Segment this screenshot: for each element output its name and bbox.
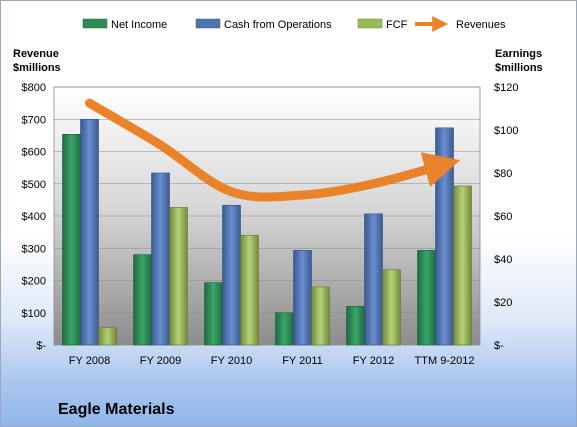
revenues-line-group xyxy=(85,98,461,202)
right-axis-tick-label: $20 xyxy=(494,297,512,309)
net-income-bar xyxy=(204,282,223,346)
right-axis-tick-label: $40 xyxy=(494,254,512,266)
net-income-bar xyxy=(133,254,152,346)
x-axis-tick-label: FY 2011 xyxy=(282,355,323,367)
cash-from-operations-bar xyxy=(80,118,99,346)
net-income-bar xyxy=(62,134,81,346)
x-axis-tick-label: FY 2012 xyxy=(353,355,394,367)
net-income-bar xyxy=(417,250,436,346)
left-axis-ticks: $- $100 $200 $300 $400 $500 $600 $700 $800 xyxy=(22,82,47,352)
net-income-bar xyxy=(275,312,294,346)
left-axis-tick-label: $600 xyxy=(22,147,46,159)
legend-label-net-income: Net Income xyxy=(111,19,167,31)
legend-swatch-net-income xyxy=(82,18,108,29)
left-axis-tick-label: $- xyxy=(36,340,46,352)
fcf-bar xyxy=(169,207,188,346)
left-axis-title-line2: $millions xyxy=(13,62,61,74)
right-axis-tick-label: $- xyxy=(494,340,504,352)
legend-swatch-fcf xyxy=(357,18,383,29)
x-axis-tick-label: FY 2009 xyxy=(140,355,181,367)
fcf-bar xyxy=(98,327,117,346)
company-name: Eagle Materials xyxy=(58,401,175,418)
left-axis-tick-label: $400 xyxy=(22,211,46,223)
right-axis-tick-label: $100 xyxy=(494,125,518,137)
gridlines xyxy=(54,86,480,314)
right-axis-tick-label: $120 xyxy=(494,82,518,94)
fcf-bar xyxy=(240,235,259,346)
right-axis-title-line1: Earnings xyxy=(495,48,542,60)
left-axis-tick-label: $100 xyxy=(22,308,46,320)
legend-label-fcf: FCF xyxy=(386,19,408,31)
left-axis-tick-label: $800 xyxy=(22,82,46,94)
cash-from-operations-bar xyxy=(222,204,241,346)
net-income-bar xyxy=(346,305,365,346)
fcf-bar xyxy=(453,185,472,346)
left-axis-title-line1: Revenue xyxy=(13,48,59,60)
legend-swatch-cash-from-operations xyxy=(195,18,221,29)
right-axis-tick-label: $60 xyxy=(494,211,512,223)
cash-from-operations-bar xyxy=(364,213,383,346)
left-axis-tick-label: $300 xyxy=(22,243,46,255)
x-axis-tick-label: TTM 9-2012 xyxy=(415,355,475,367)
right-axis-title-line2: $millions xyxy=(495,62,543,74)
legend: Net Income Cash from Operations FCF Reve… xyxy=(82,16,506,32)
cash-from-operations-bar xyxy=(151,172,170,346)
cash-from-operations-bar xyxy=(293,250,312,346)
x-axis-tick-label: FY 2008 xyxy=(69,355,110,367)
right-axis-tick-label: $80 xyxy=(494,168,512,180)
left-axis-tick-label: $700 xyxy=(22,114,46,126)
legend-label-revenues: Revenues xyxy=(456,19,506,31)
right-axis-ticks: $- $20 $40 $60 $80 $100 $120 xyxy=(494,82,518,352)
left-axis-tick-label: $200 xyxy=(22,276,46,288)
bars xyxy=(62,118,472,346)
fcf-bar xyxy=(382,269,401,346)
revenues-line xyxy=(85,98,461,202)
x-axis-tick-label: FY 2010 xyxy=(211,355,252,367)
x-axis-labels: FY 2008 FY 2009 FY 2010 FY 2011 FY 2012 TTM 9… xyxy=(69,355,475,367)
left-axis-tick-label: $500 xyxy=(22,179,46,191)
legend-label-cash-from-operations: Cash from Operations xyxy=(224,19,332,31)
fcf-bar xyxy=(311,286,330,346)
